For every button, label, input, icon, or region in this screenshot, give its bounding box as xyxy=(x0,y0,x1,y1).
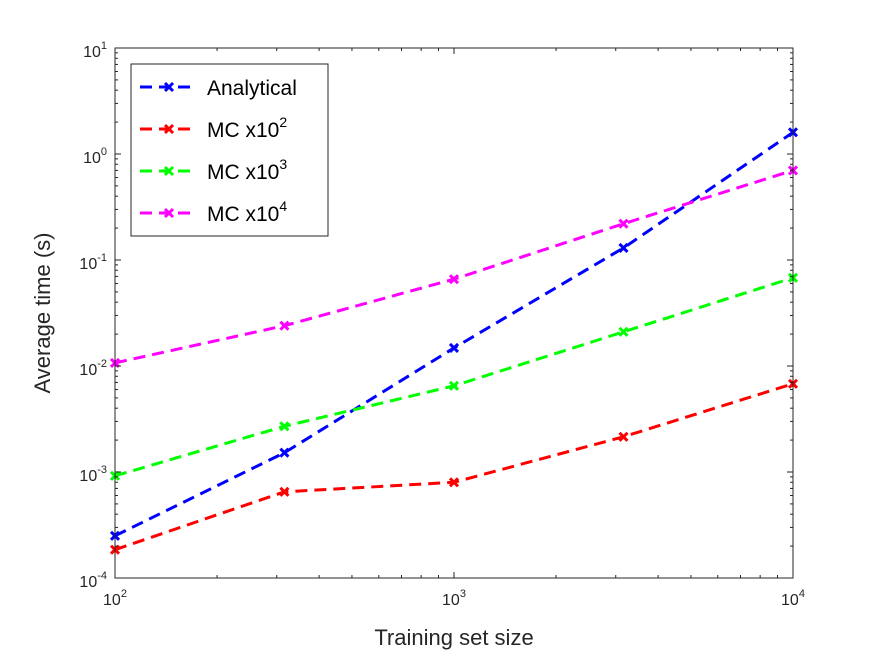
legend-label: Analytical xyxy=(207,77,297,100)
y-tick-label: 101 xyxy=(83,40,107,61)
legend-entry: MC x102 xyxy=(140,114,287,142)
data-point xyxy=(279,486,290,497)
y-tick-label: 10-3 xyxy=(79,464,107,485)
legend-label: MC x102 xyxy=(207,114,287,142)
x-tick-label: 104 xyxy=(781,588,805,609)
y-tick-label: 10-2 xyxy=(79,358,107,379)
legend-label: MC x104 xyxy=(207,198,287,226)
data-point xyxy=(618,326,629,337)
x-tick-label: 103 xyxy=(442,588,466,609)
legend-marker xyxy=(163,81,175,93)
data-point xyxy=(618,431,629,442)
legend-marker xyxy=(163,165,175,177)
series-mc-x10-3 xyxy=(109,272,799,481)
series-mc-x10-2 xyxy=(109,378,799,555)
data-point xyxy=(448,380,460,391)
data-point xyxy=(618,242,629,253)
legend-marker xyxy=(163,123,175,135)
y-axis-title: Average time (s) xyxy=(30,233,55,394)
data-point xyxy=(448,342,460,354)
legend-label: MC x103 xyxy=(207,156,287,184)
x-axis-title: Training set size xyxy=(374,625,533,650)
legend-entry: MC x104 xyxy=(140,198,287,226)
legend-marker xyxy=(163,207,175,219)
data-point xyxy=(448,477,460,488)
data-point xyxy=(279,421,290,432)
legend-box xyxy=(130,63,329,237)
data-point xyxy=(618,218,629,229)
data-point xyxy=(279,447,290,458)
data-point xyxy=(448,274,460,285)
legend-entry: Analytical xyxy=(140,77,297,100)
y-tick-label: 10-1 xyxy=(79,252,107,273)
legend: Analytical MC x102 MC x103 MC x104 xyxy=(130,63,329,237)
legend-entry: MC x103 xyxy=(140,156,287,184)
tick-layer: 102 103 104 10-4 10-3 10-2 10-1 100 101 xyxy=(79,40,805,609)
y-tick-label: 10-4 xyxy=(79,570,107,591)
x-tick-label: 102 xyxy=(103,588,127,609)
data-point xyxy=(279,320,290,331)
y-tick-label: 100 xyxy=(83,146,107,167)
